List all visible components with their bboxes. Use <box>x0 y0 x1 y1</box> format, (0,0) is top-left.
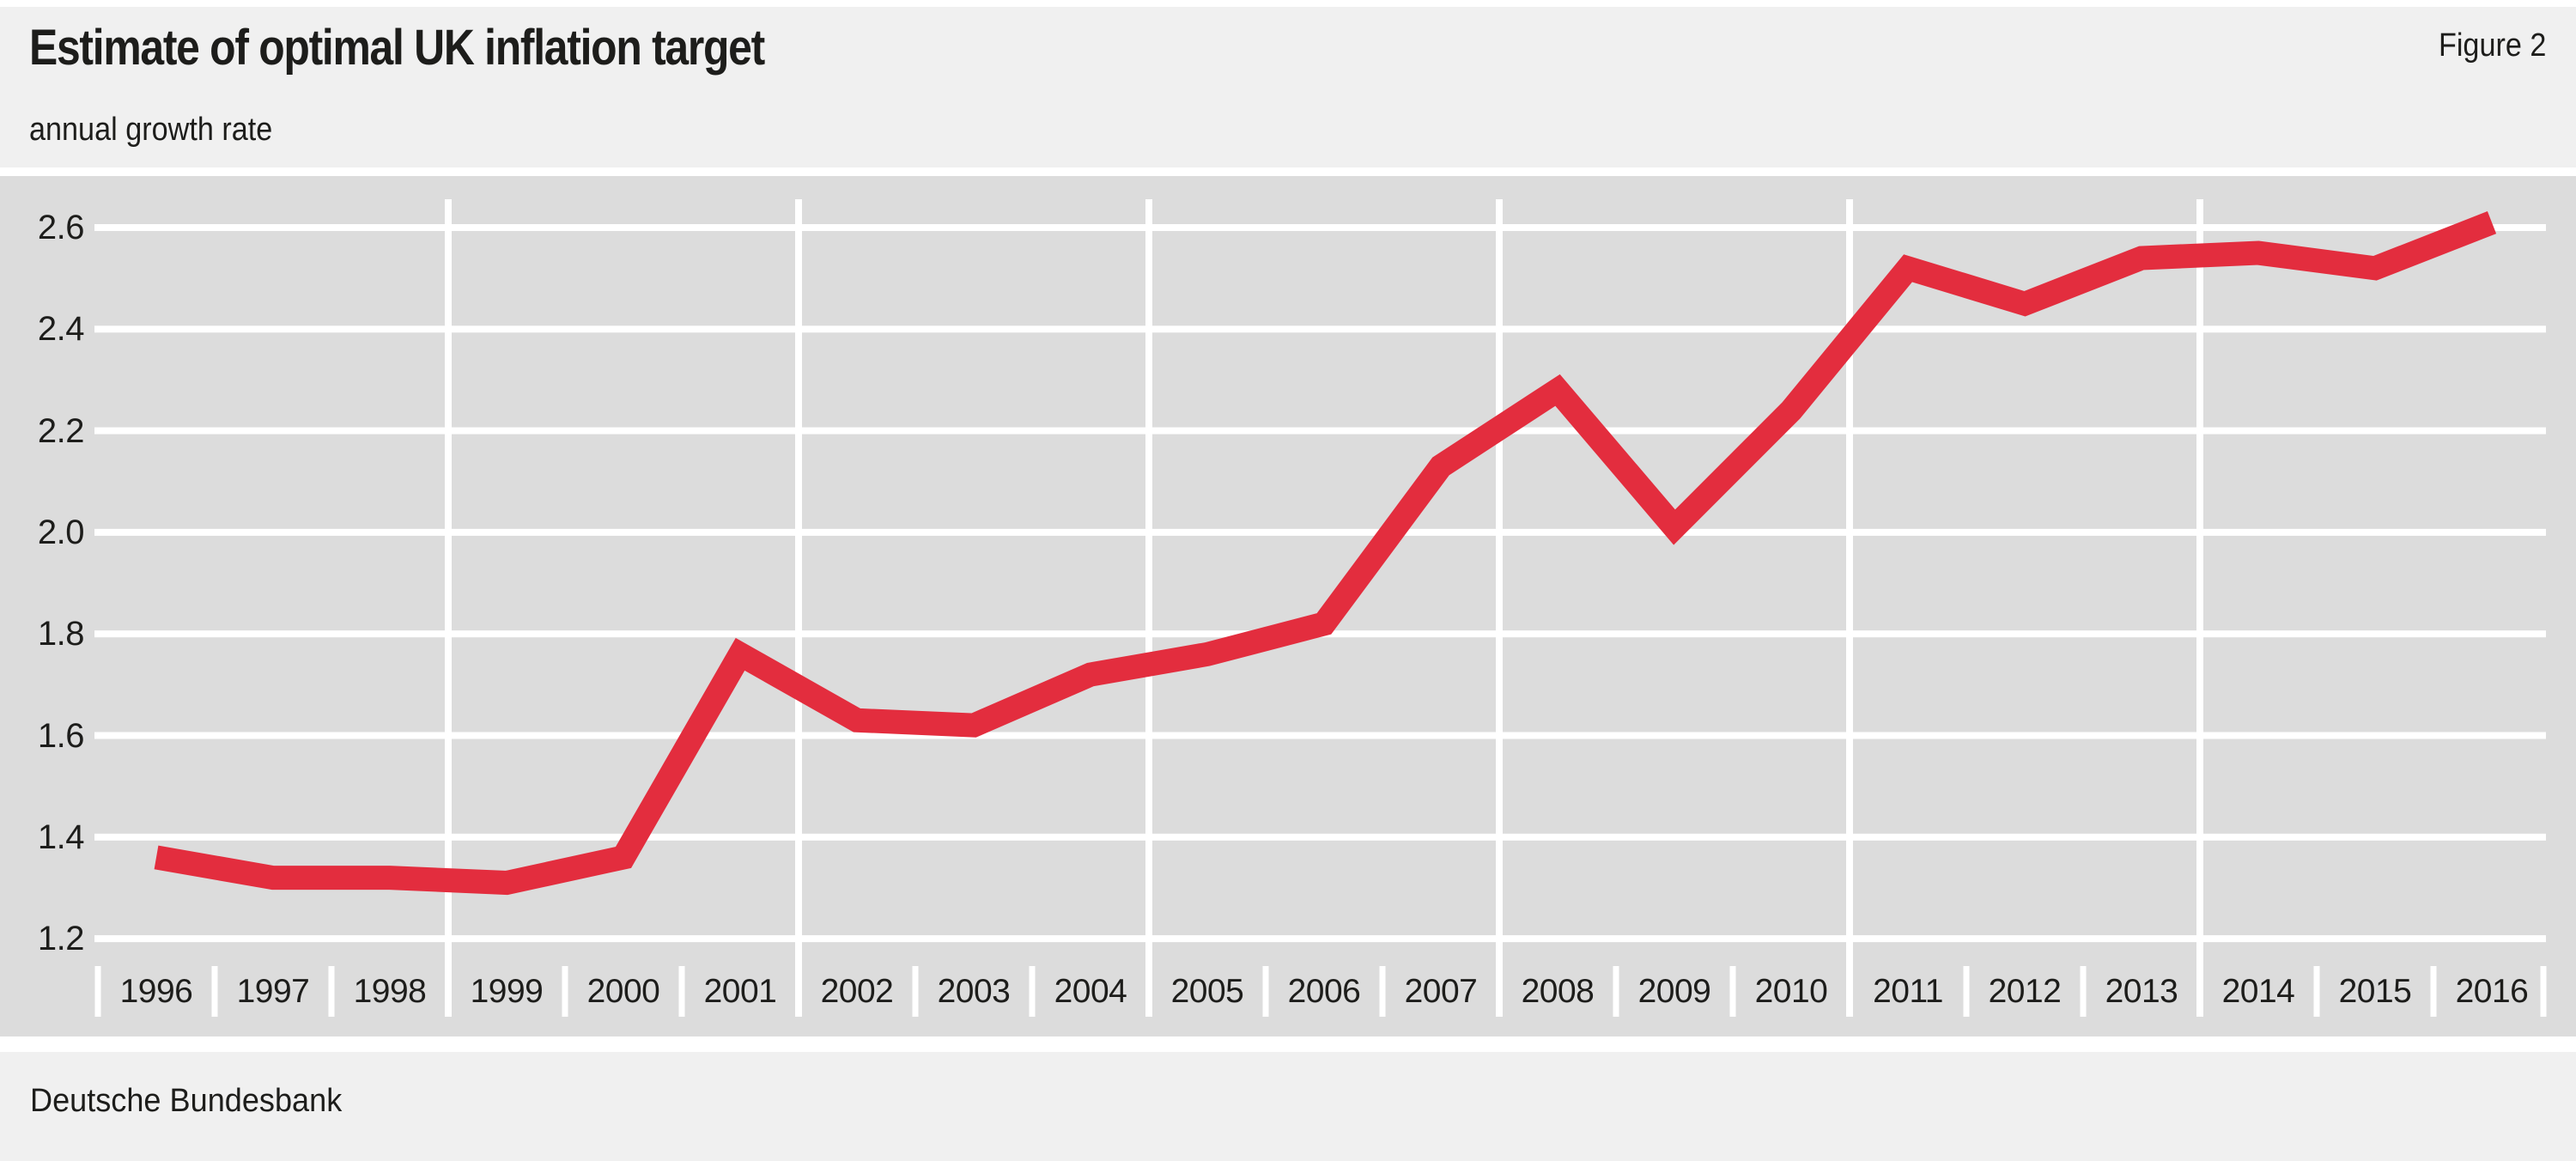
horizontal-gridline <box>94 833 2546 841</box>
y-axis-label: 1.4 <box>37 818 85 856</box>
x-axis-tick <box>2430 966 2437 1017</box>
x-axis-tick <box>562 966 568 1017</box>
x-axis-label: 2010 <box>1754 973 1828 1010</box>
x-axis-tick <box>1613 966 1619 1017</box>
x-axis-label: 2016 <box>2455 973 2529 1010</box>
chart-header: Estimate of optimal UK inflation target … <box>0 7 2576 167</box>
x-axis-tick <box>328 966 335 1017</box>
chart-footer: Deutsche Bundesbank <box>0 1052 2576 1161</box>
horizontal-gridline <box>94 528 2546 536</box>
x-axis-label: 1998 <box>353 973 427 1010</box>
horizontal-gridline <box>94 732 2546 739</box>
x-axis-tick <box>1379 966 1386 1017</box>
x-axis-tick <box>1262 966 1269 1017</box>
x-axis-tick <box>2313 966 2320 1017</box>
x-axis-tick <box>94 966 101 1017</box>
x-axis-label: 2009 <box>1637 973 1711 1010</box>
x-axis-label: 2012 <box>1988 973 2062 1010</box>
x-axis-tick <box>1729 966 1736 1017</box>
vertical-gridline <box>1145 199 1152 1017</box>
x-axis-label: 2005 <box>1170 973 1244 1010</box>
x-axis-label: 2000 <box>586 973 660 1010</box>
x-axis-label: 2007 <box>1404 973 1478 1010</box>
y-axis-label: 2.2 <box>37 411 85 450</box>
y-axis-label: 2.0 <box>37 513 85 551</box>
x-axis-tick <box>1963 966 1970 1017</box>
x-axis-label: 2003 <box>937 973 1011 1010</box>
x-axis-label: 2015 <box>2338 973 2412 1010</box>
chart-title: Estimate of optimal UK inflation target <box>29 20 765 76</box>
source-label: Deutsche Bundesbank <box>30 1083 343 1119</box>
x-axis-tick <box>2080 966 2087 1017</box>
x-axis-label: 2004 <box>1054 973 1127 1010</box>
x-axis-tick <box>2540 966 2547 1017</box>
vertical-gridline <box>445 199 452 1017</box>
x-axis-label: 2002 <box>820 973 894 1010</box>
chart-subtitle: annual growth rate <box>29 112 273 148</box>
vertical-gridline <box>2196 199 2203 1017</box>
x-axis-label: 2014 <box>2221 973 2295 1010</box>
x-axis-tick <box>211 966 218 1017</box>
x-axis-label: 2001 <box>703 973 777 1010</box>
y-axis-label: 1.8 <box>37 615 85 653</box>
data-line <box>154 211 2497 896</box>
x-axis-label: 2013 <box>2105 973 2178 1010</box>
x-axis-label: 1997 <box>236 973 310 1010</box>
horizontal-gridline <box>94 224 2546 231</box>
x-axis-label: 1999 <box>470 973 544 1010</box>
x-axis-label: 2006 <box>1287 973 1361 1010</box>
x-axis-label: 2011 <box>1873 973 1943 1010</box>
plot-area: 1.2 1.4 1.6 1.8 2.0 2.2 2.4 2.6 1996 1997 1998 1999… <box>0 176 2576 1036</box>
x-axis-label: 2008 <box>1521 973 1595 1010</box>
horizontal-gridline <box>94 325 2546 333</box>
y-axis-label: 1.2 <box>37 920 85 958</box>
horizontal-gridline <box>94 935 2546 943</box>
x-axis-label: 1996 <box>119 973 193 1010</box>
x-axis-tick <box>912 966 919 1017</box>
x-axis-tick <box>678 966 685 1017</box>
vertical-gridline <box>1496 199 1503 1017</box>
horizontal-gridline <box>94 427 2546 435</box>
y-axis-label: 2.6 <box>37 209 85 246</box>
vertical-gridline <box>1846 199 1853 1017</box>
figure-number-label: Figure 2 <box>2438 27 2546 64</box>
y-axis-label: 2.4 <box>37 310 85 349</box>
x-axis-tick <box>1029 966 1036 1017</box>
line-chart-svg <box>94 199 2547 1017</box>
y-axis-label: 1.6 <box>37 716 85 755</box>
vertical-gridline <box>795 199 802 1017</box>
